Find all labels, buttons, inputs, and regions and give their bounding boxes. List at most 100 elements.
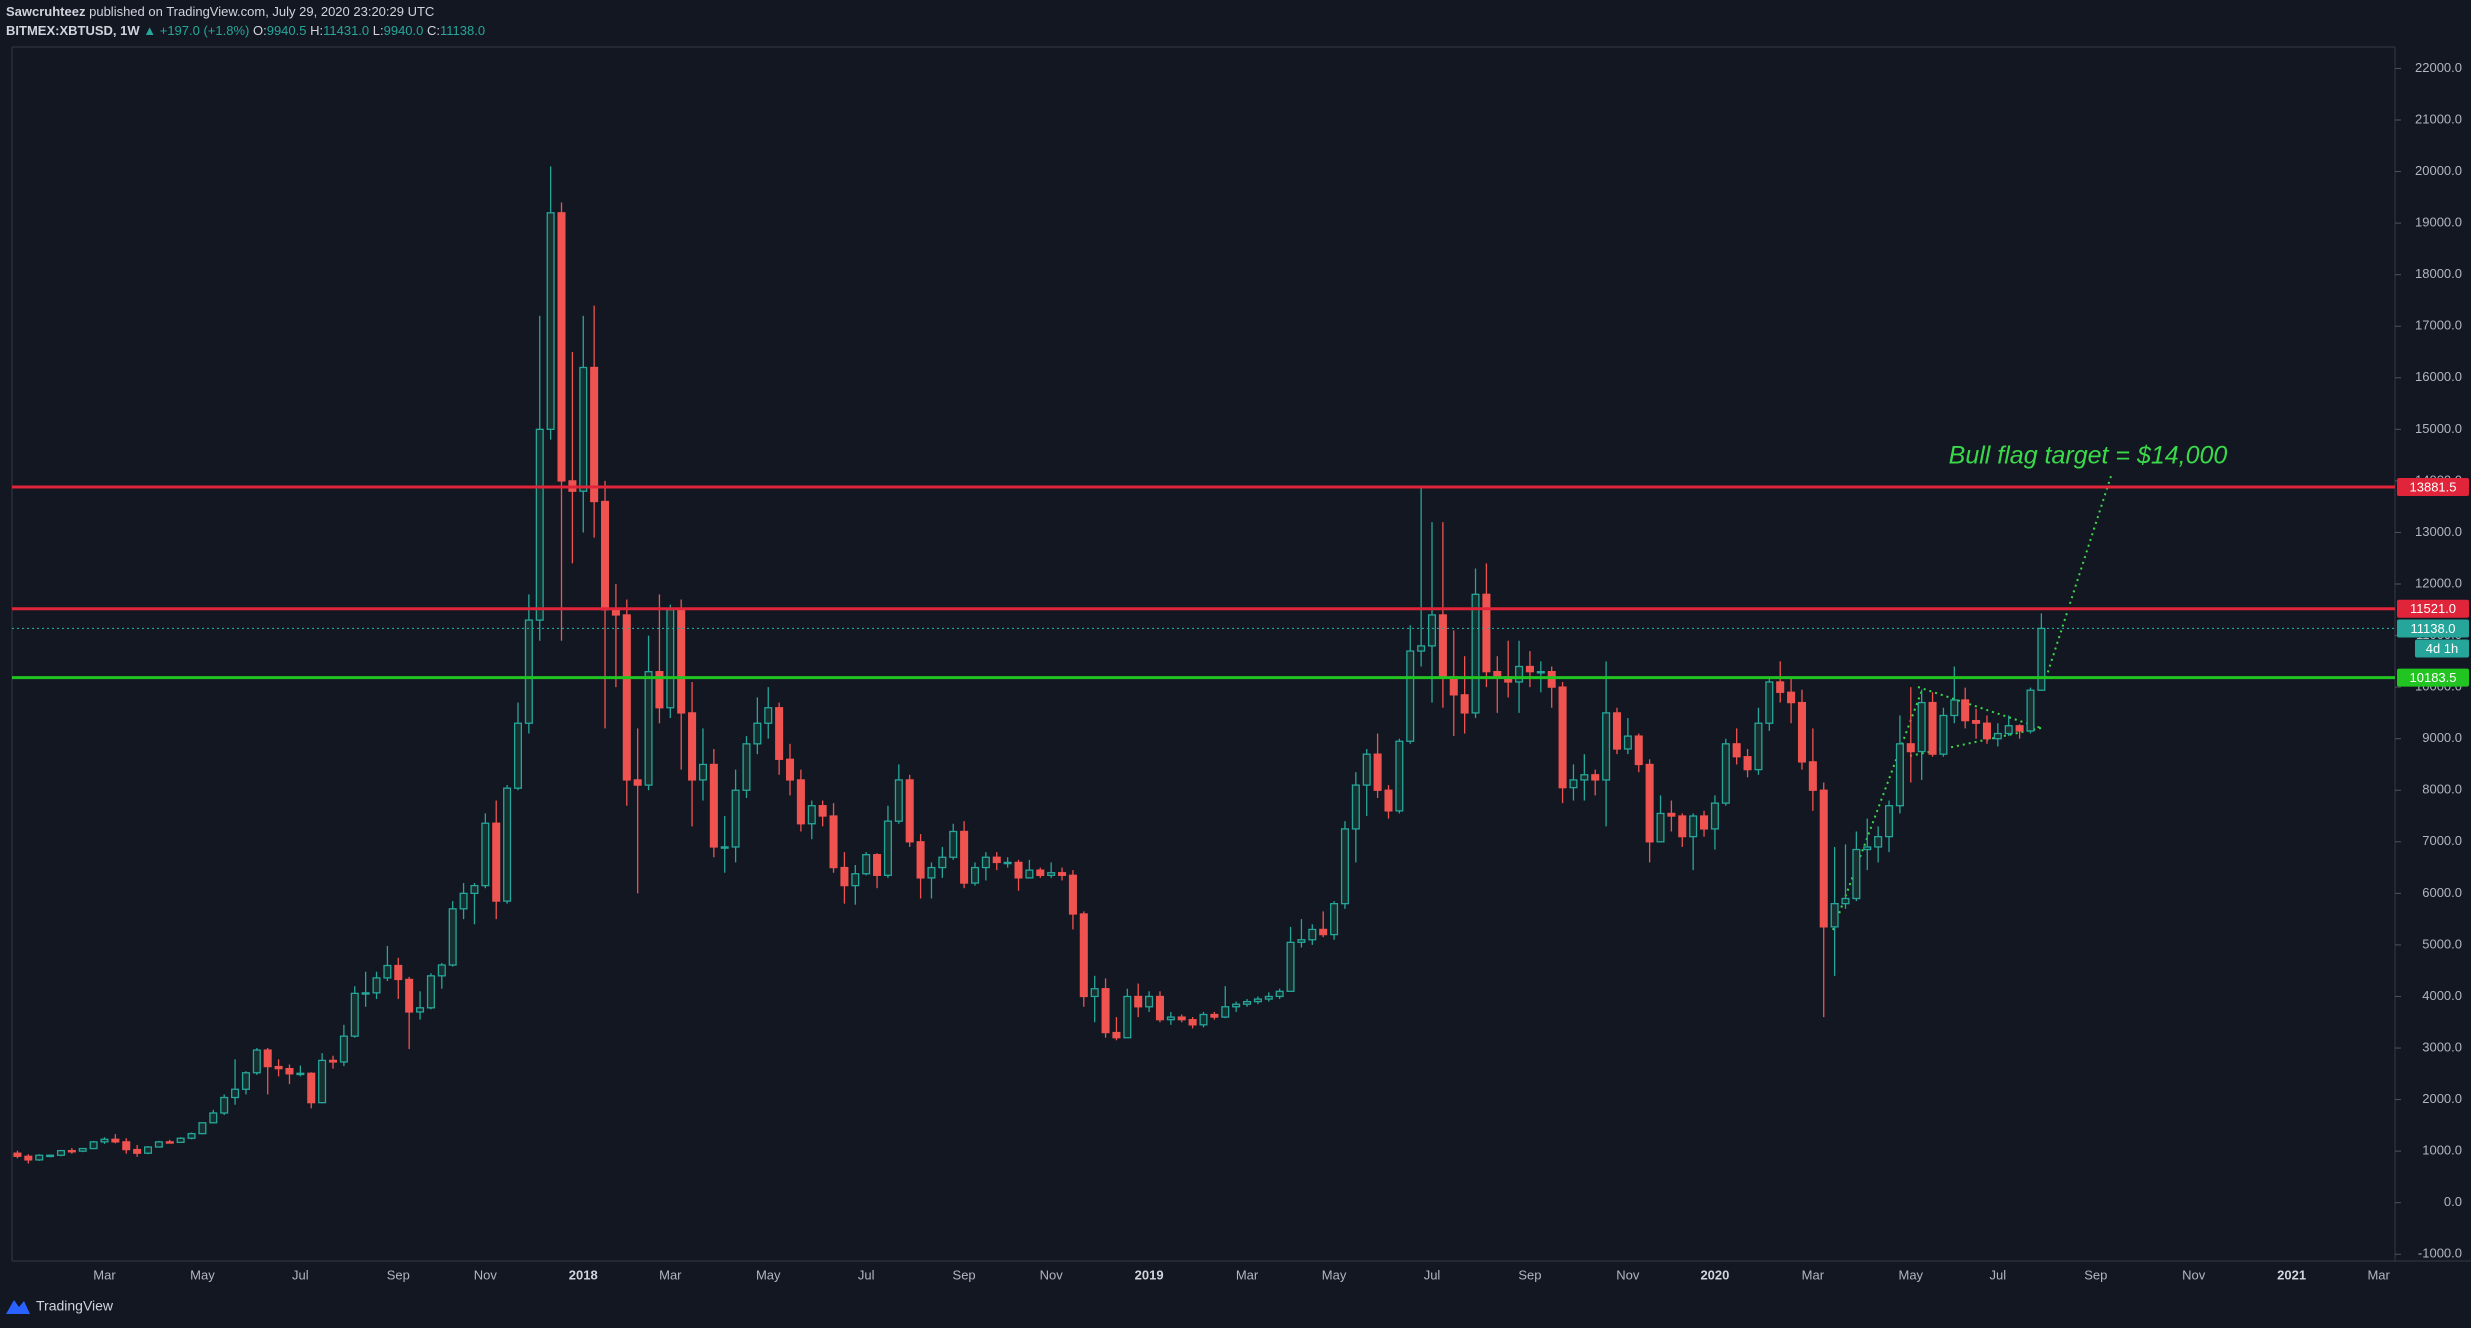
x-tick-label: May (1322, 1267, 1347, 1282)
candle-body (111, 1138, 120, 1143)
candle-body (437, 964, 446, 977)
candle-body (1525, 665, 1534, 673)
candle-body (154, 1141, 163, 1148)
candle-body (470, 884, 479, 895)
candle-body (1852, 848, 1861, 900)
candle-body (633, 779, 642, 786)
candle-body (307, 1072, 316, 1104)
candle-body (416, 1007, 425, 1013)
candle-body (611, 609, 620, 616)
candle-body (688, 712, 697, 781)
ohlc-key: O: (252, 23, 267, 38)
candle-body (1602, 712, 1611, 781)
candle-body (590, 366, 599, 503)
x-tick-label: 2018 (569, 1267, 598, 1282)
author: Sawcruhteez (6, 4, 86, 19)
candle-body (492, 822, 501, 902)
candle-body (2004, 725, 2013, 735)
candle-body (862, 854, 871, 875)
candle-body (1993, 732, 2002, 740)
candle-body (122, 1141, 131, 1151)
candle-body (459, 892, 468, 910)
x-tick-label: Mar (2367, 1267, 2390, 1282)
candle-body (970, 866, 980, 884)
candle-body (1068, 874, 1077, 915)
logo-icon (6, 1300, 30, 1314)
x-tick-label: Jul (1990, 1267, 2007, 1282)
candle-body (1036, 869, 1045, 876)
candle-body (1362, 753, 1371, 786)
y-tick-label: 1000.0 (2422, 1143, 2462, 1158)
candle-body (1090, 988, 1099, 998)
y-tick-label: -1000.0 (2418, 1246, 2462, 1261)
candle-body (1417, 645, 1426, 652)
x-tick-label: Jul (292, 1267, 309, 1282)
candle-body (1210, 1013, 1219, 1018)
y-tick-label: 22000.0 (2415, 60, 2462, 75)
candle-body (1384, 789, 1393, 812)
candle-body (1754, 722, 1763, 771)
x-tick-label: May (190, 1267, 215, 1282)
x-tick-label: Mar (93, 1267, 116, 1282)
candle-body (133, 1148, 142, 1154)
candle-body (960, 830, 969, 884)
candle-body (742, 743, 751, 791)
candle-body (1623, 735, 1632, 750)
candle-body (579, 366, 588, 492)
candle-body (1232, 1003, 1241, 1008)
candle-body (829, 815, 838, 869)
candle-body (1645, 763, 1654, 843)
candle-body (143, 1146, 153, 1154)
candle-body (1406, 650, 1415, 742)
logo: TradingView (6, 1298, 114, 1314)
candle-body (1819, 789, 1828, 928)
candle-body (24, 1155, 33, 1161)
y-tick-label: 2000.0 (2422, 1091, 2462, 1106)
ohlc-value: 9940.0 (383, 23, 424, 38)
ohlc-key: C: (427, 23, 440, 38)
candle-body (2037, 627, 2046, 691)
candle-body (1580, 774, 1589, 781)
candle-body (1460, 694, 1469, 714)
symbol-info: BITMEX:XBTUSD, 1W ▲ +197.0 (+1.8%) O:994… (6, 23, 485, 38)
candle-body (165, 1141, 174, 1144)
candle-body (524, 619, 533, 724)
candle-body (622, 614, 631, 781)
y-tick-label: 21000.0 (2415, 111, 2462, 126)
candle-body (927, 866, 936, 879)
candle-body (220, 1096, 229, 1114)
candle-body (1776, 681, 1785, 693)
candle-body (1438, 614, 1447, 678)
candle-body (1906, 743, 1915, 753)
candle-body (1808, 761, 1817, 791)
candle-body (851, 873, 860, 887)
candle-body (1112, 1031, 1121, 1039)
candle-body (1558, 686, 1567, 789)
flag-top-line (1917, 686, 2042, 729)
candle-body (1569, 779, 1578, 789)
candle-body (209, 1112, 218, 1124)
candle-body (1058, 872, 1067, 876)
last-price-label: 11138.0 (2410, 621, 2455, 636)
candle-body (1155, 995, 1164, 1021)
candle-body (13, 1152, 22, 1157)
countdown-box (2415, 639, 2469, 658)
y-tick-label: 20000.0 (2415, 163, 2462, 178)
y-tick-label: 7000.0 (2422, 833, 2462, 848)
ohlc-key: L: (372, 23, 384, 38)
flagpole-line (1832, 689, 1923, 931)
x-tick-label: Jul (1424, 1267, 1441, 1282)
candle-body (241, 1072, 250, 1090)
level-label: 13881.5 (2410, 479, 2457, 494)
candle-body (1874, 835, 1883, 848)
candle-body (1177, 1016, 1186, 1021)
candle-body (1319, 928, 1328, 936)
candle-body (1482, 593, 1491, 673)
candle-body (1330, 903, 1339, 936)
candles (13, 166, 2046, 1164)
x-tick-label: Sep (387, 1267, 410, 1282)
y-tick-label: 9000.0 (2422, 730, 2462, 745)
candle-body (1123, 995, 1132, 1039)
